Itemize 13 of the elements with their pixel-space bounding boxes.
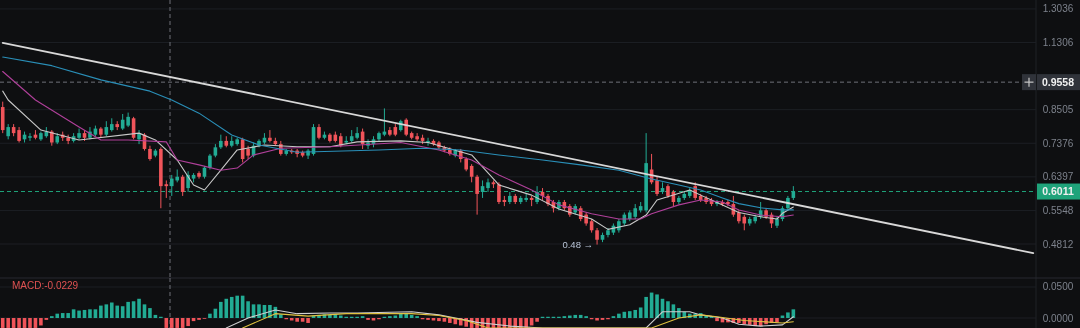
y-tick-label: 0.0000 [1042, 312, 1074, 324]
y-tick-label: 0.0500 [1042, 281, 1074, 293]
ref-line-label: 0.9558 [1041, 75, 1075, 88]
y-tick-label: 0.6397 [1042, 171, 1074, 183]
y-tick-label: 0.7376 [1042, 137, 1074, 149]
annotation: MACD:-0.0229 [12, 280, 79, 291]
y-tick-label: 1.1306 [1042, 37, 1074, 49]
y-tick-label: 0.5548 [1042, 204, 1074, 216]
y-tick-label: 0.8505 [1042, 104, 1074, 116]
y-tick-label: 1.3036 [1042, 3, 1074, 15]
annotation: 0.48 → [562, 238, 594, 250]
ref-line-label: 0.6011 [1042, 185, 1074, 198]
y-tick-label: 0.4812 [1042, 238, 1074, 250]
